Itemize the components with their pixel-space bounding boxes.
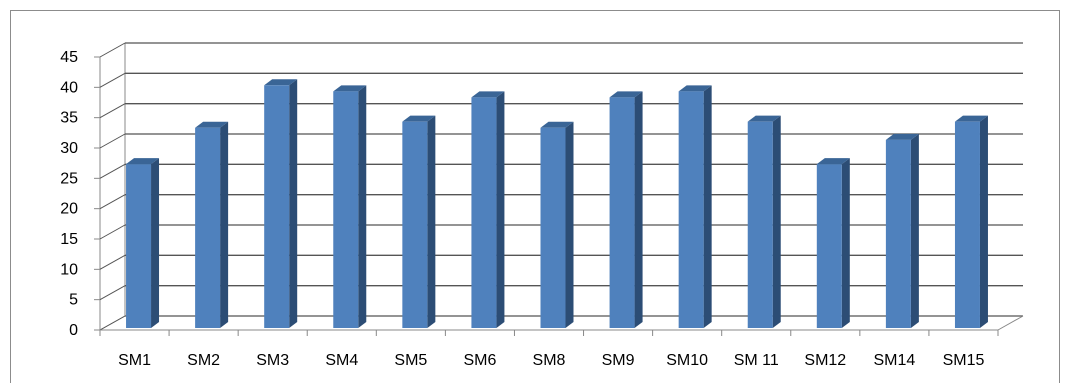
bar-top-face [195, 121, 229, 128]
y-tick-label: 35 [60, 110, 78, 127]
gridline-side [99, 224, 126, 240]
bar-top-face [885, 133, 919, 140]
bar-top-face [747, 115, 781, 122]
bar-front-face [471, 97, 497, 329]
bar [678, 85, 712, 328]
x-tick-label: SM8 [533, 352, 566, 369]
bar [195, 121, 229, 328]
y-tick-label: 5 [69, 292, 78, 309]
bar [816, 158, 850, 328]
bar-side-face [427, 115, 436, 329]
bar-top-face [333, 85, 367, 92]
bar-side-face [496, 91, 505, 329]
bar-side-face [910, 133, 919, 328]
chart-frame [10, 10, 1060, 383]
x-tick-label: SM4 [325, 352, 358, 369]
bar-front-face [816, 164, 842, 328]
y-tick-label: 10 [60, 261, 78, 278]
x-tick-label: SM14 [873, 352, 915, 369]
gridline-side [99, 72, 126, 88]
gridline-side [99, 42, 126, 58]
bar-top-face [264, 79, 298, 86]
floor-right-edge [997, 315, 1024, 331]
bar-front-face [333, 91, 359, 328]
bar [747, 115, 781, 329]
gridline-side [99, 194, 126, 210]
bars [126, 79, 988, 329]
bar-top-face [678, 85, 712, 92]
bar-top-face [126, 158, 160, 165]
x-tick-label: SM3 [256, 352, 289, 369]
bar-front-face [264, 85, 290, 329]
bar-side-face [289, 79, 298, 329]
y-tick-label: 25 [60, 170, 78, 187]
bar [126, 158, 160, 328]
y-tick-label: 30 [60, 140, 78, 157]
bar-side-face [634, 91, 643, 329]
gridline-side [99, 103, 126, 119]
bar [954, 115, 988, 329]
bar-front-face [540, 127, 566, 328]
x-tick-label: SM2 [187, 352, 220, 369]
x-tick-label: SM6 [463, 352, 496, 369]
gridline-side [99, 254, 126, 270]
y-tick-label: 45 [60, 49, 78, 66]
x-tick-label: SM10 [666, 352, 708, 369]
gridline-side [99, 133, 126, 149]
y-axis-tick-labels: 0 5 10 15 20 25 30 35 40 45 [60, 49, 78, 339]
x-axis-tick-labels: SM1 SM2 SM3 SM4 SM5 SM6 SM8 SM9 SM10 SM 11 SM12 SM1… [118, 352, 984, 369]
bar [333, 85, 367, 328]
bar [402, 115, 436, 329]
bar-top-face [471, 91, 505, 98]
y-tick-label: 0 [69, 322, 78, 339]
gridline-side [99, 315, 126, 331]
bar-side-face [772, 115, 781, 329]
bar-side-face [565, 121, 574, 328]
x-tick-label: SM1 [118, 352, 151, 369]
bar-top-face [609, 91, 643, 98]
bar [885, 133, 919, 328]
bar-front-face [195, 127, 221, 328]
x-tick-label: SM5 [394, 352, 427, 369]
bar-side-face [220, 121, 229, 328]
bar [540, 121, 574, 328]
gridline-side [99, 163, 126, 179]
bar [609, 91, 643, 329]
bar-front-face [885, 139, 911, 328]
y-tick-label: 40 [60, 79, 78, 96]
x-tick-label: SM15 [943, 352, 985, 369]
gridline-side [99, 285, 126, 301]
bar-top-face [402, 115, 436, 122]
x-tick-label: SM12 [804, 352, 846, 369]
y-tick-label: 15 [60, 231, 78, 248]
bar-side-face [841, 158, 850, 328]
bar [264, 79, 298, 329]
bar-top-face [816, 158, 850, 165]
bar-front-face [678, 91, 704, 328]
bar-front-face [402, 121, 428, 329]
x-tick-label: SM 11 [734, 352, 779, 369]
bar-side-face [703, 85, 712, 328]
bar-front-face [954, 121, 980, 329]
bar-front-face [747, 121, 773, 329]
bar-side-face [151, 158, 160, 328]
bar-front-face [126, 164, 152, 328]
x-tick-label: SM9 [602, 352, 635, 369]
y-tick-label: 20 [60, 201, 78, 218]
bar-front-face [609, 97, 635, 329]
bar-top-face [954, 115, 988, 122]
bar [471, 91, 505, 329]
bar-side-face [358, 85, 367, 328]
bar-top-face [540, 121, 574, 128]
bar-side-face [979, 115, 988, 329]
